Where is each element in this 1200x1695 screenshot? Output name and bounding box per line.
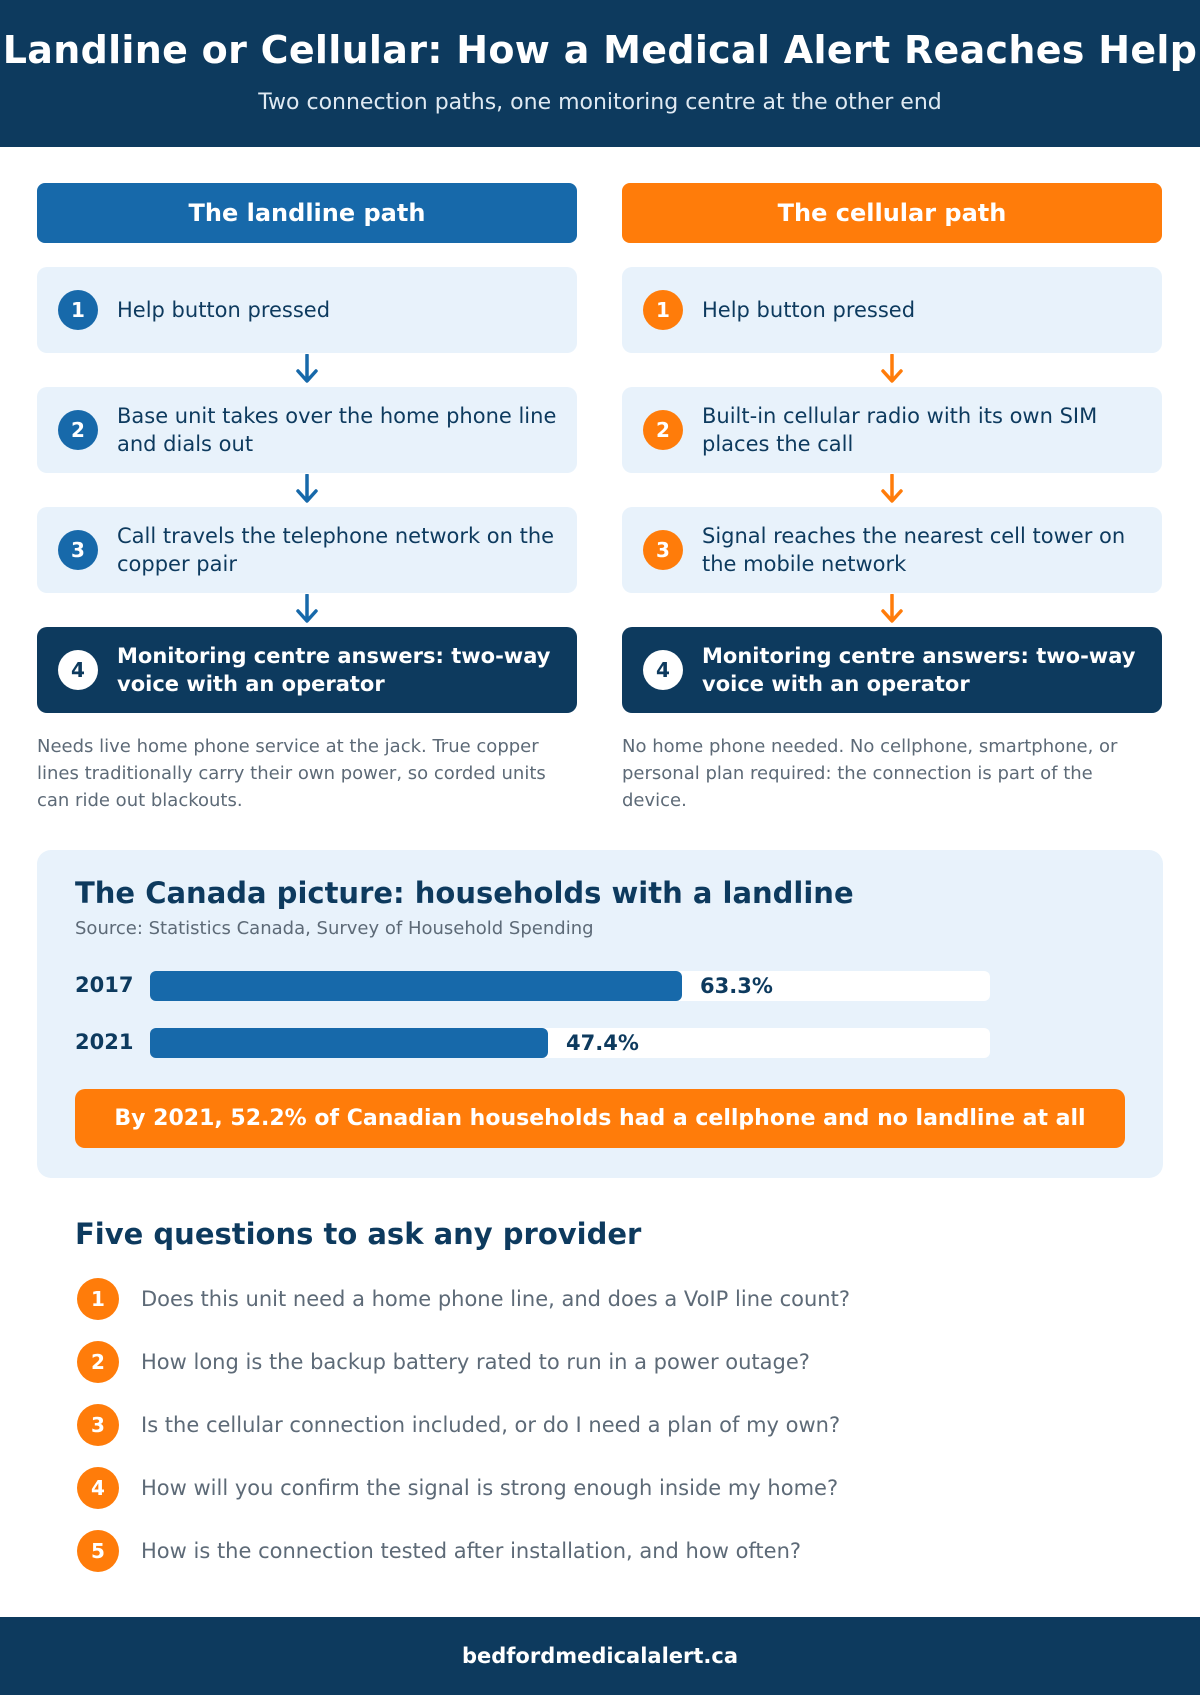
down-arrow-icon xyxy=(881,594,903,623)
question-text: How long is the backup battery rated to … xyxy=(141,1350,810,1374)
landline-heading: The landline path xyxy=(37,183,577,243)
step-text: Built-in cellular radio with its own SIM… xyxy=(702,404,1098,456)
step-number: 1 xyxy=(643,290,683,330)
bar-label-2021: 2021 xyxy=(75,1030,134,1054)
landline-step-2: 2 Base unit takes over the home phone li… xyxy=(37,387,577,473)
step-text: Monitoring centre answers: two-way voice… xyxy=(702,644,1136,696)
question-text: How is the connection tested after insta… xyxy=(141,1539,802,1563)
down-arrow-icon xyxy=(296,594,318,623)
cellular-step-1: 1 Help button pressed xyxy=(622,267,1162,353)
step-text: Call travels the telephone network on th… xyxy=(117,524,555,576)
step-text: Monitoring centre answers: two-way voice… xyxy=(117,644,551,696)
cellular-step-2: 2 Built-in cellular radio with its own S… xyxy=(622,387,1162,473)
step-number: 4 xyxy=(58,650,98,690)
bar-2021 xyxy=(150,1028,548,1058)
down-arrow-icon xyxy=(881,354,903,383)
page-subtitle: Two connection paths, one monitoring cen… xyxy=(258,90,942,115)
canada-stats-panel: The Canada picture: households with a la… xyxy=(37,850,1163,1178)
question-number: 1 xyxy=(77,1278,119,1320)
down-arrow-icon xyxy=(296,354,318,383)
question-item-1: 1 Does this unit need a home phone line,… xyxy=(77,1278,1137,1320)
step-number: 3 xyxy=(643,530,683,570)
landline-step-3: 3 Call travels the telephone network on … xyxy=(37,507,577,593)
questions-title: Five questions to ask any provider xyxy=(75,1217,642,1251)
cellular-step-4: 4 Monitoring centre answers: two-way voi… xyxy=(622,627,1162,713)
question-number: 5 xyxy=(77,1530,119,1572)
bar-track-2017: 63.3% xyxy=(150,971,990,1001)
bar-track-2021: 47.4% xyxy=(150,1028,990,1058)
bar-2017 xyxy=(150,971,682,1001)
question-item-2: 2 How long is the backup battery rated t… xyxy=(77,1341,1137,1383)
question-item-5: 5 How is the connection tested after ins… xyxy=(77,1530,1137,1572)
question-number: 4 xyxy=(77,1467,119,1509)
landline-note: Needs live home phone service at the jac… xyxy=(37,736,546,811)
step-number: 2 xyxy=(643,410,683,450)
question-item-4: 4 How will you confirm the signal is str… xyxy=(77,1467,1137,1509)
step-number: 2 xyxy=(58,410,98,450)
header-banner: Landline or Cellular: How a Medical Aler… xyxy=(0,0,1200,147)
landline-step-1: 1 Help button pressed xyxy=(37,267,577,353)
down-arrow-icon xyxy=(296,474,318,503)
question-text: How will you confirm the signal is stron… xyxy=(141,1476,839,1500)
bar-value-2021: 47.4% xyxy=(566,1031,639,1055)
bar-value-2017: 63.3% xyxy=(700,974,773,998)
step-text: Help button pressed xyxy=(702,298,916,322)
step-text: Help button pressed xyxy=(117,298,331,322)
cellphone-only-callout: By 2021, 52.2% of Canadian households ha… xyxy=(75,1089,1125,1148)
down-arrow-icon xyxy=(881,474,903,503)
step-number: 1 xyxy=(58,290,98,330)
question-item-3: 3 Is the cellular connection included, o… xyxy=(77,1404,1137,1446)
page-title: Landline or Cellular: How a Medical Aler… xyxy=(2,28,1198,72)
cellular-step-3: 3 Signal reaches the nearest cell tower … xyxy=(622,507,1162,593)
step-number: 4 xyxy=(643,650,683,690)
stats-title: The Canada picture: households with a la… xyxy=(75,876,854,910)
footer-website-link[interactable]: bedfordmedicalalert.ca xyxy=(0,1617,1200,1695)
stats-source: Source: Statistics Canada, Survey of Hou… xyxy=(75,918,594,939)
step-number: 3 xyxy=(58,530,98,570)
step-text: Base unit takes over the home phone line… xyxy=(117,404,557,456)
bar-label-2017: 2017 xyxy=(75,973,134,997)
question-number: 3 xyxy=(77,1404,119,1446)
question-text: Is the cellular connection included, or … xyxy=(141,1413,841,1437)
question-number: 2 xyxy=(77,1341,119,1383)
step-text: Signal reaches the nearest cell tower on… xyxy=(702,524,1126,576)
question-text: Does this unit need a home phone line, a… xyxy=(141,1287,850,1311)
landline-step-4: 4 Monitoring centre answers: two-way voi… xyxy=(37,627,577,713)
cellular-heading: The cellular path xyxy=(622,183,1162,243)
cellular-note: No home phone needed. No cellphone, smar… xyxy=(622,736,1118,811)
